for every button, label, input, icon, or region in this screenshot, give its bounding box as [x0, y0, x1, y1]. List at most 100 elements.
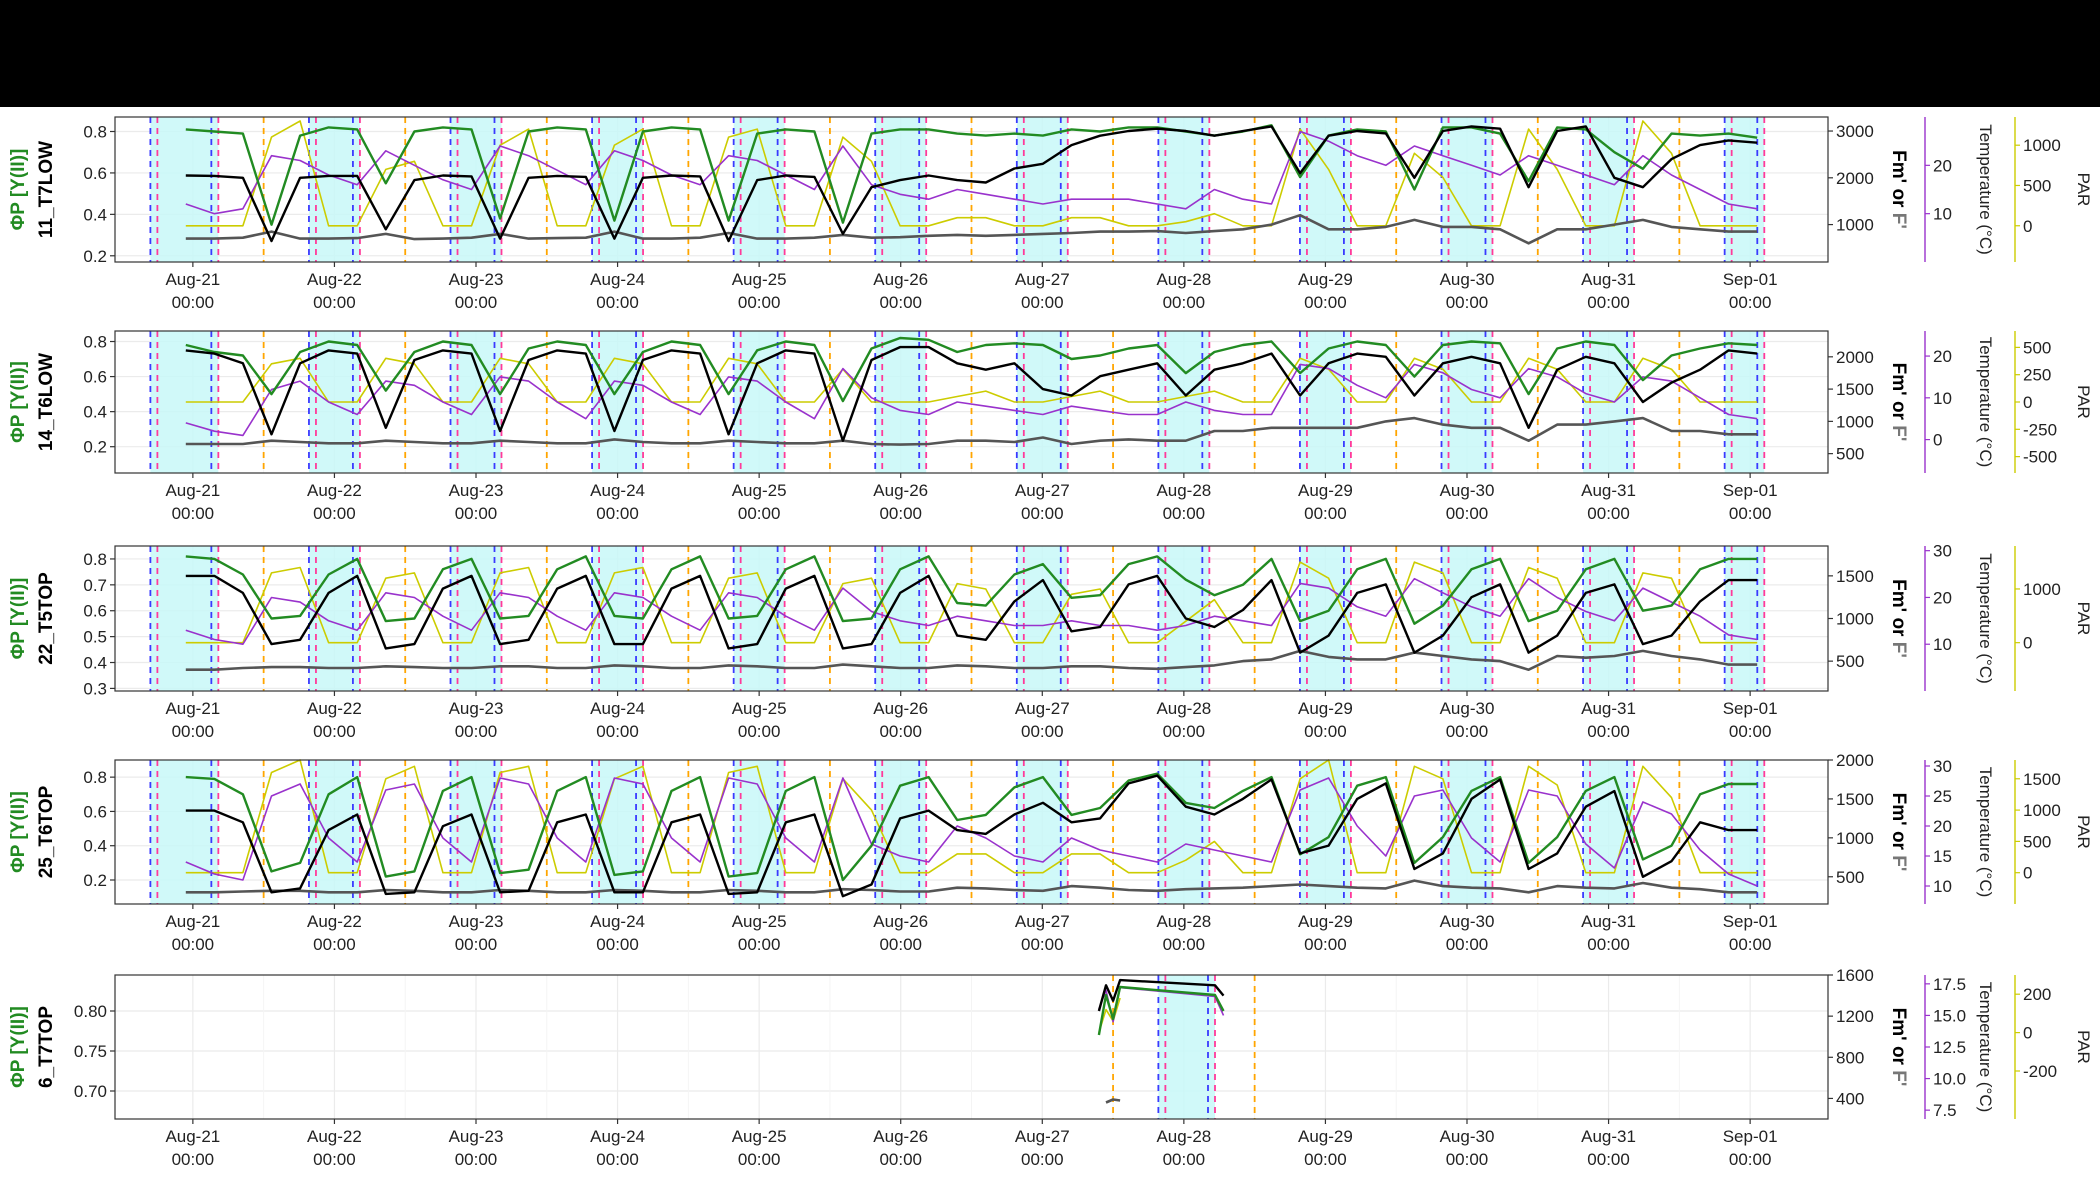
night-band [1158, 117, 1210, 262]
par-tick-label: 1000 [2023, 801, 2061, 820]
fm-tick-label: 1500 [1836, 790, 1874, 809]
temperature-axis-title: Temperature (°C) [1976, 767, 1995, 898]
x-tick-label-date: Aug-29 [1298, 912, 1353, 931]
x-tick-label-date: Aug-31 [1581, 481, 1636, 500]
x-tick-label-date: Aug-25 [732, 699, 787, 718]
night-band [150, 760, 219, 904]
x-tick-label-time: 00:00 [313, 722, 356, 741]
x-tick-label-date: Aug-22 [307, 1127, 362, 1146]
temp-tick-label: 10.0 [1933, 1070, 1966, 1089]
x-tick-label-time: 00:00 [455, 504, 498, 523]
x-tick-label-date: Aug-28 [1156, 699, 1211, 718]
x-tick-label-time: 00:00 [313, 935, 356, 954]
night-band [150, 117, 219, 262]
series-fmorf-line [1097, 978, 1225, 1012]
phi-axis-title: ΦP [Y(II)] [8, 149, 29, 231]
night-band [875, 760, 927, 904]
x-tick-label-time: 00:00 [455, 293, 498, 312]
fm-tick-label: 800 [1836, 1048, 1864, 1067]
x-tick-label-time: 00:00 [1163, 504, 1206, 523]
x-tick-label-time: 00:00 [596, 293, 639, 312]
temp-tick-label: 25 [1933, 787, 1952, 806]
fm-tick-label: 1000 [1836, 610, 1874, 629]
par-tick-label: -500 [2023, 448, 2057, 467]
fm-axis-title: Fm' or F' [1888, 150, 1909, 229]
phi-axis-title: ΦP [Y(II)] [8, 578, 29, 660]
fm-tick-label: 1000 [1836, 829, 1874, 848]
x-tick-label-date: Aug-26 [873, 699, 928, 718]
night-band [308, 760, 360, 904]
x-tick-label-date: Aug-22 [307, 481, 362, 500]
y-tick-label: 0.2 [83, 247, 107, 266]
fm-axis-title: Fm' or F' [1888, 363, 1909, 442]
temp-tick-label: 0 [1933, 431, 1942, 450]
x-tick-label-time: 00:00 [1304, 935, 1347, 954]
x-tick-label-time: 00:00 [172, 504, 215, 523]
temp-tick-label: 30 [1933, 542, 1952, 561]
fm-tick-label: 1000 [1836, 412, 1874, 431]
night-band [150, 546, 219, 691]
night-band [1016, 117, 1068, 262]
temp-tick-label: 15.0 [1933, 1006, 1966, 1025]
fm-tick-label: 2000 [1836, 348, 1874, 367]
x-tick-label-time: 00:00 [879, 722, 922, 741]
temp-tick-label: 20 [1933, 588, 1952, 607]
x-tick-label-date: Aug-31 [1581, 699, 1636, 718]
par-tick-label: 0 [2023, 217, 2032, 236]
par-tick-label: 0 [2023, 864, 2032, 883]
x-tick-label-time: 00:00 [455, 935, 498, 954]
par-tick-label: 500 [2023, 176, 2051, 195]
series-par-line [185, 759, 1758, 874]
x-tick-label-date: Aug-22 [307, 912, 362, 931]
series-par-line [185, 357, 1758, 403]
x-tick-label-time: 00:00 [1446, 293, 1489, 312]
phi-axis-title: ΦP [Y(II)] [8, 791, 29, 873]
x-tick-label-time: 00:00 [172, 722, 215, 741]
x-tick-label-time: 00:00 [1163, 722, 1206, 741]
y-tick-label: 0.6 [83, 802, 107, 821]
x-tick-label-date: Sep-01 [1723, 912, 1778, 931]
plot-border [114, 330, 1829, 474]
x-tick-label-time: 00:00 [1587, 935, 1630, 954]
series-pyii-line [185, 124, 1758, 226]
x-tick-label-date: Aug-24 [590, 912, 645, 931]
fm-tick-label: 500 [1836, 868, 1864, 887]
x-tick-label-date: Aug-21 [165, 1127, 220, 1146]
temperature-axis-title: Temperature (°C) [1976, 337, 1995, 468]
x-tick-label-time: 00:00 [1729, 504, 1772, 523]
sensor-title: 14_T6LOW [36, 353, 57, 451]
temp-tick-label: 20 [1933, 156, 1952, 175]
par-tick-label: 0 [2023, 1024, 2032, 1043]
y-tick-label: 0.3 [83, 679, 107, 698]
x-tick-label-time: 00:00 [596, 722, 639, 741]
plot-border [114, 116, 1829, 263]
x-tick-label-date: Sep-01 [1723, 1127, 1778, 1146]
fm-tick-label: 2000 [1836, 751, 1874, 770]
x-tick-label-time: 00:00 [172, 1150, 215, 1169]
x-tick-label-date: Aug-25 [732, 1127, 787, 1146]
x-tick-label-date: Aug-27 [1015, 1127, 1070, 1146]
sensor-title: 6_T7TOP [36, 1006, 57, 1088]
x-tick-label-date: Aug-28 [1156, 912, 1211, 931]
fm-tick-label: 1500 [1836, 380, 1874, 399]
x-tick-label-time: 00:00 [1587, 504, 1630, 523]
x-tick-label-date: Aug-22 [307, 699, 362, 718]
x-tick-label-date: Aug-21 [165, 912, 220, 931]
series-fmorf-line [185, 125, 1758, 243]
par-tick-label: 500 [2023, 338, 2051, 357]
temp-tick-label: 20 [1933, 347, 1952, 366]
x-tick-label-time: 00:00 [596, 935, 639, 954]
x-tick-label-date: Aug-24 [590, 1127, 645, 1146]
x-tick-label-date: Aug-30 [1440, 699, 1495, 718]
x-tick-label-date: Aug-23 [449, 481, 504, 500]
x-tick-label-time: 00:00 [879, 1150, 922, 1169]
series-temperature-line [185, 577, 1758, 646]
night-band [1299, 760, 1351, 904]
x-tick-label-date: Aug-29 [1298, 699, 1353, 718]
x-tick-label-time: 00:00 [1729, 1150, 1772, 1169]
y-tick-label: 0.6 [83, 602, 107, 621]
y-tick-label: 0.4 [83, 654, 107, 673]
y-tick-label: 0.8 [83, 123, 107, 142]
par-axis-title: PAR [2074, 173, 2093, 207]
fm-tick-label: 1600 [1836, 966, 1874, 985]
